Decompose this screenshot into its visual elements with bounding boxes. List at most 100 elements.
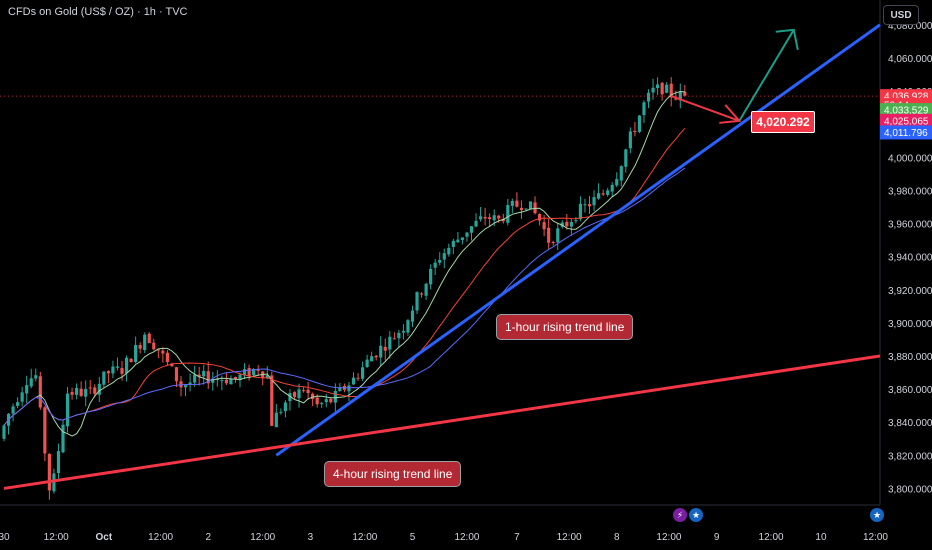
- y-tick-label: 3,900.000: [888, 319, 932, 330]
- candle-body: [84, 388, 88, 397]
- candle-body: [637, 115, 642, 132]
- x-tick-label: 7: [514, 532, 520, 543]
- candle-body: [61, 424, 65, 453]
- candle-body: [497, 215, 501, 219]
- candle-body: [292, 392, 297, 397]
- candle-body: [683, 91, 687, 96]
- us-flag-icon[interactable]: ★: [689, 508, 703, 522]
- candle-body: [556, 228, 560, 243]
- candle-body: [229, 378, 233, 385]
- candle-body: [619, 166, 623, 181]
- candle-body: [106, 371, 110, 374]
- candle-body: [451, 240, 455, 247]
- candle-body: [79, 388, 83, 396]
- candle-body: [134, 344, 138, 362]
- candle-body: [102, 371, 106, 385]
- candle-body: [279, 411, 283, 413]
- currency-button[interactable]: USD: [883, 5, 919, 25]
- candle-body: [492, 215, 496, 221]
- candle-body: [311, 393, 315, 400]
- candle-body: [606, 190, 610, 195]
- candle-body: [238, 374, 242, 381]
- candle-body: [351, 377, 356, 385]
- x-tick-label: 5: [410, 532, 416, 543]
- candle-body: [592, 197, 596, 206]
- candle-body: [20, 392, 24, 402]
- candle-body: [224, 379, 228, 384]
- candle-body: [610, 184, 614, 192]
- candle-body: [597, 193, 601, 199]
- candle-body: [283, 402, 287, 412]
- y-tick-label: 4,080.000: [888, 21, 932, 32]
- candle-body: [551, 242, 555, 244]
- candle-body: [156, 349, 160, 351]
- symbol-title: CFDs on Gold (US$ / OZ) · 1h · TVC: [8, 6, 188, 18]
- candle-body: [447, 247, 451, 255]
- x-tick-label: 3: [308, 532, 314, 543]
- candle-body: [2, 425, 6, 439]
- candle-body: [206, 371, 210, 384]
- candle-body: [34, 375, 38, 379]
- y-tick-label: 4,000.000: [888, 153, 932, 164]
- y-tick-label: 3,800.000: [888, 484, 932, 495]
- x-tick-label: 12:00: [656, 532, 681, 543]
- moving-average-line: [3, 167, 686, 426]
- candle-body: [183, 385, 188, 388]
- candle-body: [656, 84, 660, 89]
- moving-average-line: [3, 127, 686, 426]
- candle-body: [202, 371, 206, 377]
- candle-body: [456, 239, 460, 243]
- candle-body: [569, 221, 573, 227]
- candle-body: [70, 392, 74, 395]
- candle-body: [315, 397, 319, 405]
- candle-body: [424, 283, 428, 296]
- y-tick-label: 3,960.000: [888, 220, 932, 231]
- y-tick-label: 3,940.000: [888, 253, 932, 264]
- candle-body: [615, 179, 619, 186]
- candle-body: [256, 369, 260, 371]
- price-tag-label: 4,036.928: [884, 92, 929, 103]
- candle-body: [574, 220, 578, 222]
- candle-body: [483, 216, 487, 219]
- candle-body: [388, 336, 392, 350]
- candle-body: [220, 380, 224, 382]
- x-tick-label: 8: [614, 532, 620, 543]
- candle-body: [374, 355, 378, 358]
- us-flag-icon-2[interactable]: ★: [870, 508, 884, 522]
- price-tag-label: 4,025.065: [884, 116, 929, 127]
- candle-body: [93, 387, 97, 394]
- trend-line-1h: [275, 23, 881, 457]
- trend-label-1h: 1-hour rising trend line: [496, 314, 634, 340]
- candle-body: [197, 374, 201, 377]
- candle-body: [478, 216, 483, 220]
- price-tag-label: 4,011.796: [884, 128, 928, 139]
- candle-body: [429, 268, 433, 285]
- candle-body: [47, 453, 51, 491]
- candle-body: [542, 222, 546, 230]
- candle-body: [170, 363, 174, 367]
- candle-body: [143, 334, 147, 351]
- candle-body: [301, 390, 306, 392]
- price-tag: [880, 125, 932, 140]
- candle-body: [338, 387, 342, 391]
- candle-body: [578, 203, 583, 220]
- candle-body: [138, 344, 142, 349]
- x-tick-label: 12:00: [557, 532, 582, 543]
- candle-body: [265, 375, 269, 379]
- candle-body: [16, 402, 20, 406]
- candle-body: [669, 83, 673, 98]
- candle-body: [333, 390, 337, 403]
- candle-body: [360, 367, 365, 379]
- y-tick-label: 4,060.000: [888, 54, 932, 65]
- candle-body: [25, 385, 29, 394]
- event-lightning-icon[interactable]: ⚡: [673, 508, 687, 522]
- candle-body: [583, 204, 587, 206]
- candle-body: [88, 387, 92, 389]
- candle-body: [488, 217, 492, 220]
- x-tick-label: 12:00: [148, 532, 173, 543]
- candle-body: [392, 338, 396, 340]
- candle-body: [465, 232, 469, 237]
- y-tick-label: 3,860.000: [888, 385, 932, 396]
- candle-body: [406, 320, 410, 333]
